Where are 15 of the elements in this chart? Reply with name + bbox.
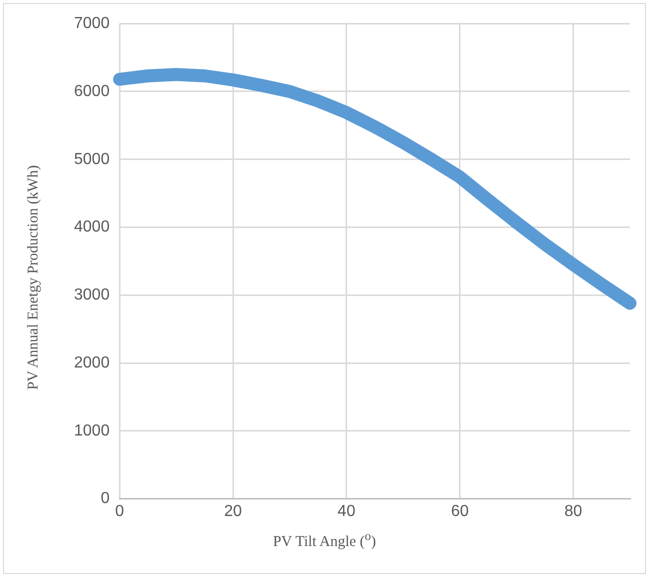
y-tick-label: 5000 <box>74 150 110 168</box>
x-tick-label: 60 <box>450 502 469 520</box>
y-tick-label: 4000 <box>74 218 110 236</box>
x-tick-label: 40 <box>338 502 356 520</box>
y-tick-label: 7000 <box>74 15 110 32</box>
x-axis-title: PV Tilt Angle ($^{o}$) <box>272 529 378 551</box>
x-tick-label: 80 <box>564 502 582 520</box>
y-axis-title: PV Annual Enetgy Production (kWh) <box>26 164 42 392</box>
y-tick-label: 2000 <box>74 354 110 372</box>
y-tick-label: 1000 <box>74 422 110 440</box>
y-tick-label: 3000 <box>74 286 110 304</box>
x-tick-label: 20 <box>224 502 242 520</box>
y-tick-label: 0 <box>100 490 110 508</box>
x-tick-label: 0 <box>115 502 124 520</box>
y-tick-label: 6000 <box>74 82 110 100</box>
